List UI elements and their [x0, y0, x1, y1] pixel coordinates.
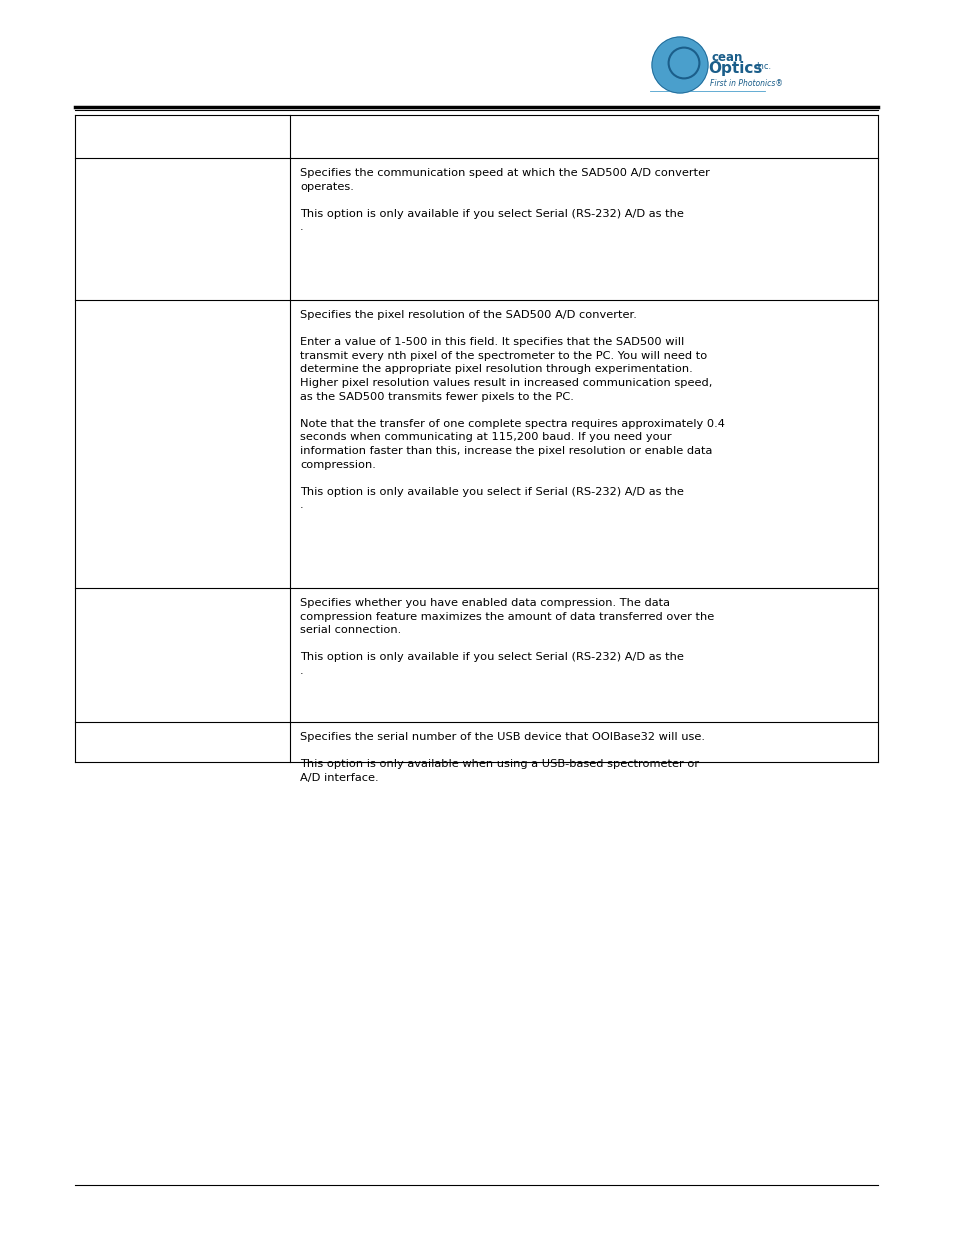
Text: First in Photonics®: First in Photonics® — [709, 79, 782, 88]
Text: Specifies the serial number of the USB device that OOIBase32 will use.

This opt: Specifies the serial number of the USB d… — [299, 732, 704, 783]
Text: Specifies whether you have enabled data compression. The data
compression featur: Specifies whether you have enabled data … — [299, 598, 714, 676]
Text: Specifies the communication speed at which the SAD500 A/D converter
operates.

T: Specifies the communication speed at whi… — [299, 168, 709, 232]
Circle shape — [651, 37, 707, 93]
Text: cean: cean — [711, 51, 742, 64]
Text: Inc.: Inc. — [755, 62, 770, 70]
Text: Specifies the pixel resolution of the SAD500 A/D converter.

Enter a value of 1-: Specifies the pixel resolution of the SA… — [299, 310, 724, 510]
Text: Optics: Optics — [707, 61, 761, 77]
